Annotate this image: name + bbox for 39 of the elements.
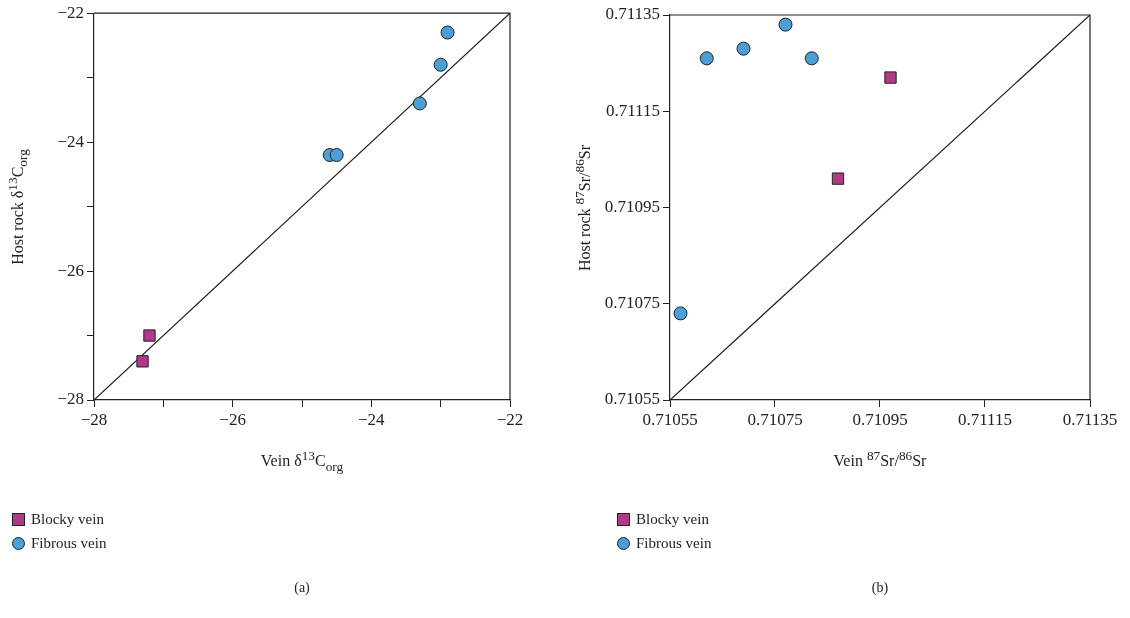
x-axis-title: Vein $^{87}$Sr/$^{86}$Sr <box>833 448 927 471</box>
point <box>412 96 427 111</box>
y-tick-label: 0.71115 <box>606 100 660 120</box>
legend-label: Fibrous vein <box>31 534 107 552</box>
x-tick-label: 0.71095 <box>852 409 908 429</box>
x-axis-title: Vein δ$^{13}$C$_{org}$ <box>260 448 344 475</box>
y-tick-label: 0.71055 <box>604 389 660 409</box>
y-tick-label: −22 <box>57 2 84 22</box>
point <box>778 17 793 32</box>
legend-label: Fibrous vein <box>636 534 712 552</box>
point <box>136 355 149 368</box>
x-tick-label: −24 <box>358 409 386 429</box>
point <box>736 41 751 56</box>
x-tick-label: −28 <box>80 409 108 429</box>
x-tick-label: −22 <box>496 409 524 429</box>
text: (b) <box>871 580 889 596</box>
point <box>699 51 714 66</box>
x-tick-label: −26 <box>219 409 246 429</box>
x-tick-label: 0.71075 <box>747 409 803 429</box>
point <box>329 148 344 163</box>
y-tick-label: −24 <box>57 131 85 151</box>
point <box>804 51 819 66</box>
legend-label: Blocky vein <box>636 510 709 528</box>
text: (a) <box>294 580 310 596</box>
y-tick-label: −26 <box>57 260 84 280</box>
y-tick-label: 0.71135 <box>605 4 660 24</box>
x-tick-label: 0.71055 <box>642 409 698 429</box>
point <box>884 71 897 84</box>
y-tick-label: 0.71095 <box>604 196 660 216</box>
point <box>831 172 845 185</box>
point <box>433 57 448 72</box>
y-tick-label: 0.71075 <box>604 293 660 313</box>
y-tick-label: −28 <box>57 389 84 409</box>
x-tick-label: 0.71115 <box>958 409 1012 429</box>
legend-label: Blocky vein <box>31 510 104 528</box>
point <box>143 329 156 342</box>
point <box>440 25 455 40</box>
x-tick-label: 0.71135 <box>1062 409 1118 429</box>
point <box>673 306 688 321</box>
